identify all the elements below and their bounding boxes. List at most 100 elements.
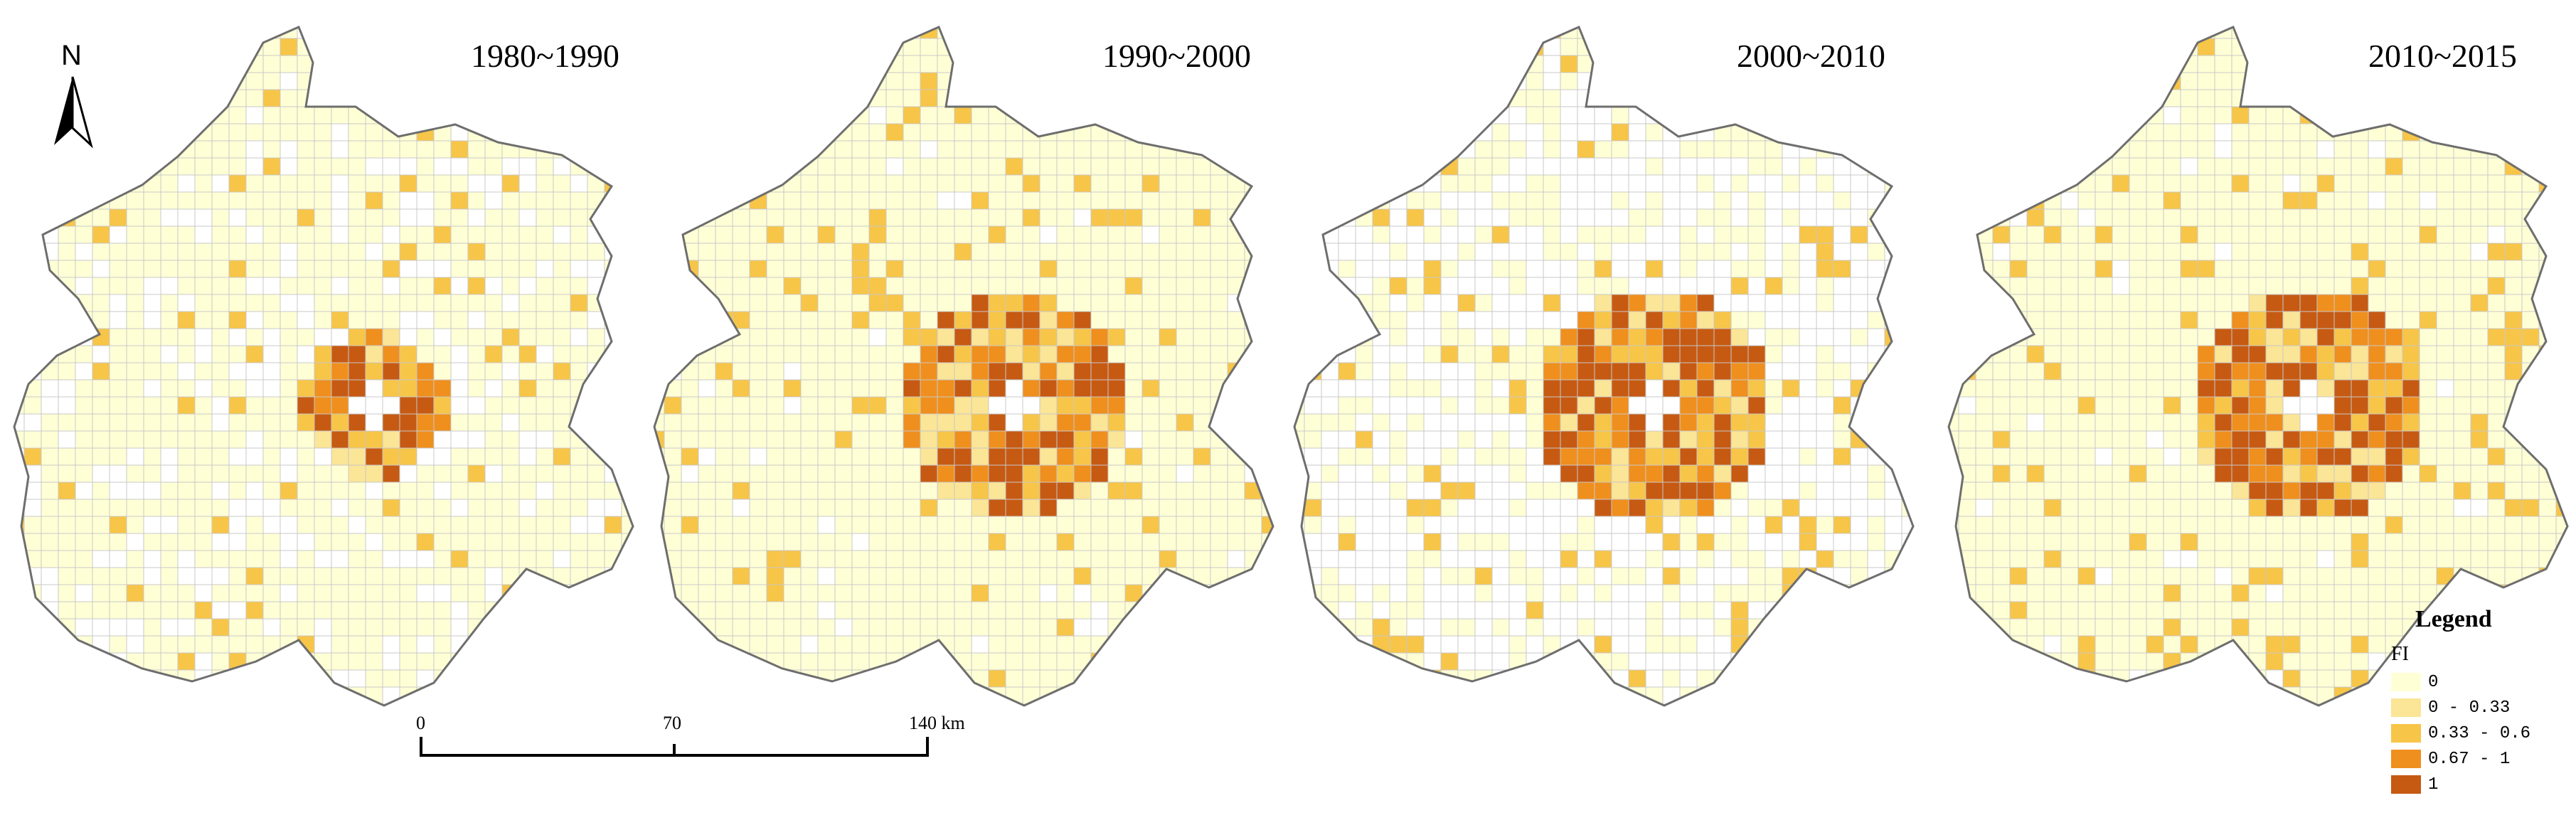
grid-cell xyxy=(1338,294,1356,312)
grid-cell xyxy=(58,294,76,312)
grid-cell xyxy=(732,277,750,295)
grid-cell xyxy=(1611,635,1629,654)
grid-cell xyxy=(194,260,213,278)
grid-cell xyxy=(1005,584,1023,602)
grid-cell xyxy=(732,516,750,534)
grid-cell xyxy=(1406,328,1425,346)
grid-cell xyxy=(664,345,682,363)
grid-cell xyxy=(1850,294,1868,312)
grid-cell xyxy=(698,601,716,619)
grid-cell xyxy=(1210,140,1228,159)
grid-cell xyxy=(1901,362,1913,381)
grid-cell xyxy=(160,447,179,466)
grid-cell xyxy=(834,38,853,56)
grid-cell xyxy=(177,89,196,107)
grid-cell xyxy=(587,618,605,637)
grid-cell xyxy=(937,550,955,568)
grid-cell xyxy=(920,311,938,329)
grid-cell xyxy=(1227,27,1245,39)
grid-cell xyxy=(1005,430,1023,449)
grid-cell xyxy=(954,106,972,124)
grid-cell xyxy=(1560,328,1578,346)
grid-cell xyxy=(1491,379,1510,398)
grid-cell xyxy=(2009,533,2028,551)
grid-cell xyxy=(366,721,383,738)
grid-cell xyxy=(1090,311,1109,329)
grid-cell xyxy=(1227,499,1245,517)
grid-cell xyxy=(1975,174,1994,193)
grid-cell xyxy=(1816,157,1834,176)
grid-cell xyxy=(536,686,554,705)
grid-cell xyxy=(1056,533,1075,551)
grid-cell xyxy=(280,567,298,585)
grid-cell xyxy=(1992,413,2011,432)
grid-cell xyxy=(715,277,733,295)
grid-cell xyxy=(501,27,520,39)
grid-cell xyxy=(937,174,955,193)
grid-cell xyxy=(1919,533,1936,551)
grid-cell xyxy=(954,328,972,346)
grid-cell xyxy=(1628,38,1646,56)
grid-cell xyxy=(903,277,921,295)
grid-cell xyxy=(416,294,435,312)
grid-cell xyxy=(1141,311,1160,329)
grid-cell xyxy=(365,157,383,176)
grid-cell xyxy=(1279,670,1296,687)
grid-cell xyxy=(1508,430,1527,449)
grid-cell xyxy=(1958,396,1976,415)
grid-cell xyxy=(1868,721,1885,738)
grid-cell xyxy=(1294,208,1305,227)
grid-cell xyxy=(1304,260,1322,278)
grid-cell xyxy=(1073,584,1092,602)
grid-cell xyxy=(160,379,179,398)
grid-cell xyxy=(1457,243,1476,261)
grid-cell xyxy=(698,157,716,176)
grid-cell xyxy=(14,686,25,705)
grid-cell xyxy=(1457,413,1476,432)
grid-cell xyxy=(988,396,1006,415)
grid-cell xyxy=(749,396,767,415)
grid-cell xyxy=(1423,430,1442,449)
grid-cell xyxy=(1227,635,1245,654)
grid-cell xyxy=(1355,703,1373,706)
grid-cell xyxy=(988,413,1006,432)
grid-cell xyxy=(868,584,887,602)
grid-cell xyxy=(262,260,281,278)
grid-cell xyxy=(1611,618,1629,637)
grid-cell xyxy=(126,516,144,534)
grid-cell xyxy=(1662,277,1681,295)
grid-cell xyxy=(1440,379,1459,398)
grid-cell xyxy=(433,686,452,705)
grid-cell xyxy=(1645,396,1664,415)
grid-cell xyxy=(518,533,537,551)
grid-cell xyxy=(1244,72,1262,90)
grid-cell xyxy=(587,584,605,602)
grid-cell xyxy=(664,311,682,329)
grid-cell xyxy=(681,533,699,551)
grid-cell xyxy=(767,721,784,738)
grid-cell xyxy=(604,225,622,244)
grid-cell xyxy=(262,584,281,602)
grid-cell xyxy=(1867,328,1885,346)
grid-cell xyxy=(1338,516,1356,534)
grid-cell xyxy=(518,447,537,466)
grid-cell xyxy=(1338,362,1356,381)
grid-cell xyxy=(1782,447,1800,466)
grid-cell xyxy=(382,447,400,466)
grid-cell xyxy=(1176,618,1194,637)
grid-cell xyxy=(143,686,161,705)
grid-cell xyxy=(1594,703,1612,706)
grid-cell xyxy=(800,106,819,124)
grid-cell xyxy=(262,106,281,124)
grid-cell xyxy=(365,243,383,261)
grid-cell xyxy=(348,430,366,449)
grid-cell xyxy=(1321,652,1339,671)
grid-cell xyxy=(416,140,435,159)
grid-cell xyxy=(1765,140,1783,159)
grid-cell xyxy=(1372,669,1390,688)
grid-cell xyxy=(1372,243,1390,261)
grid-cell xyxy=(1975,38,1994,56)
grid-cell xyxy=(1492,721,1509,738)
grid-cell xyxy=(1355,447,1373,466)
grid-cell xyxy=(7,721,24,738)
